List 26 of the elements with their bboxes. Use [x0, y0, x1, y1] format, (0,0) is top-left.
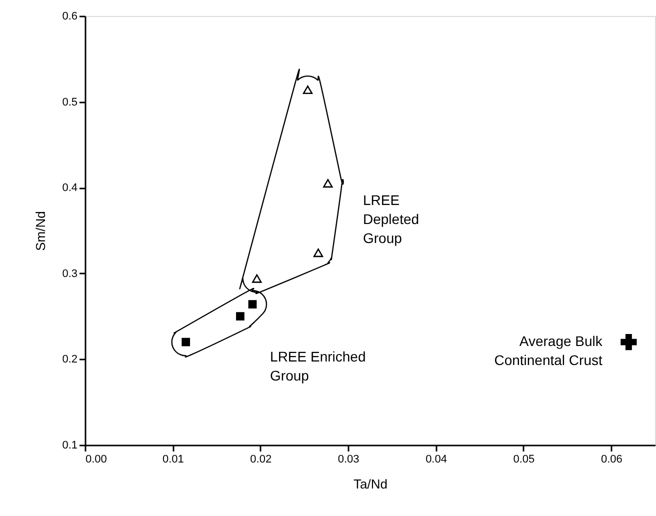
point: [313, 248, 324, 258]
x-tick-label: 0.06: [600, 454, 622, 466]
x-tick-label: 0.03: [338, 454, 360, 466]
x-tick-label: 0.02: [250, 454, 272, 466]
y-tick-label: 0.2: [62, 354, 78, 366]
y-axis-title: Sm/Nd: [33, 211, 48, 251]
y-tick-label: 0.5: [62, 96, 78, 108]
y-tick-label: 0.6: [62, 10, 78, 22]
x-tick-label: 0.01: [162, 454, 184, 466]
point: [302, 86, 313, 94]
y-tick-label: 0.1: [62, 440, 78, 452]
series-label: Average Bulk Continental Crust: [494, 333, 604, 368]
y-tick-label: 0.4: [62, 182, 78, 194]
point: [323, 179, 333, 188]
x-tick-label: 0.04: [426, 454, 447, 466]
text: LREE Enriched Group: [270, 348, 366, 384]
x-tick-label: 0.00: [86, 454, 107, 466]
x-tick-label: 0.05: [513, 454, 535, 466]
point: [252, 274, 262, 283]
x-axis-title: Ta/Nd: [354, 476, 388, 492]
point: [236, 312, 244, 320]
point: [620, 334, 637, 350]
y-tick-label: 0.3: [62, 268, 78, 280]
point: [182, 338, 190, 346]
text: LREE Depleted Group: [362, 192, 420, 246]
point: [248, 300, 257, 308]
